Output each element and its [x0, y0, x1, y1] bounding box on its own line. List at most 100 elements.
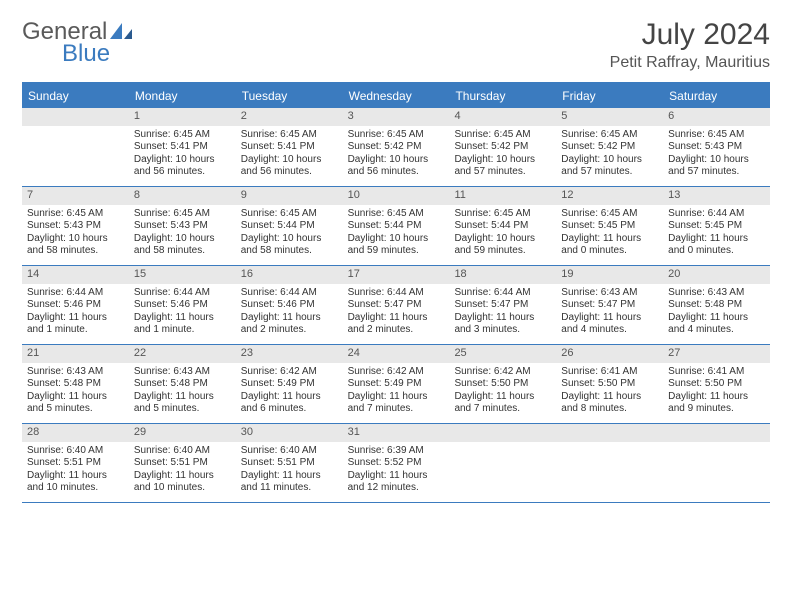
- day-body: Sunrise: 6:43 AMSunset: 5:47 PMDaylight:…: [556, 284, 663, 342]
- month-title: July 2024: [610, 18, 770, 52]
- day-body: Sunrise: 6:44 AMSunset: 5:46 PMDaylight:…: [22, 284, 129, 342]
- day-header: Monday: [129, 84, 236, 108]
- day-body: Sunrise: 6:43 AMSunset: 5:48 PMDaylight:…: [22, 363, 129, 421]
- sunrise-text: Sunrise: 6:40 AM: [27, 445, 124, 458]
- day-cell: 11Sunrise: 6:45 AMSunset: 5:44 PMDayligh…: [449, 187, 556, 265]
- day-number: 14: [22, 266, 129, 284]
- day-number: 21: [22, 345, 129, 363]
- daylight-text: Daylight: 11 hours and 2 minutes.: [348, 312, 445, 337]
- daylight-text: Daylight: 10 hours and 56 minutes.: [241, 154, 338, 179]
- day-cell: 12Sunrise: 6:45 AMSunset: 5:45 PMDayligh…: [556, 187, 663, 265]
- day-number: [22, 108, 129, 126]
- day-cell: 6Sunrise: 6:45 AMSunset: 5:43 PMDaylight…: [663, 108, 770, 186]
- daylight-text: Daylight: 10 hours and 58 minutes.: [241, 233, 338, 258]
- day-cell: 15Sunrise: 6:44 AMSunset: 5:46 PMDayligh…: [129, 266, 236, 344]
- day-number: 10: [343, 187, 450, 205]
- day-body: Sunrise: 6:40 AMSunset: 5:51 PMDaylight:…: [22, 442, 129, 500]
- day-body: Sunrise: 6:45 AMSunset: 5:44 PMDaylight:…: [236, 205, 343, 263]
- sunrise-text: Sunrise: 6:44 AM: [134, 287, 231, 300]
- daylight-text: Daylight: 11 hours and 9 minutes.: [668, 391, 765, 416]
- week-row: 21Sunrise: 6:43 AMSunset: 5:48 PMDayligh…: [22, 345, 770, 424]
- sunset-text: Sunset: 5:42 PM: [561, 141, 658, 154]
- daylight-text: Daylight: 10 hours and 57 minutes.: [668, 154, 765, 179]
- sunset-text: Sunset: 5:48 PM: [134, 378, 231, 391]
- day-number: 28: [22, 424, 129, 442]
- day-header: Friday: [556, 84, 663, 108]
- day-number: 22: [129, 345, 236, 363]
- day-cell: 22Sunrise: 6:43 AMSunset: 5:48 PMDayligh…: [129, 345, 236, 423]
- day-number: 7: [22, 187, 129, 205]
- sunset-text: Sunset: 5:47 PM: [348, 299, 445, 312]
- sunset-text: Sunset: 5:44 PM: [348, 220, 445, 233]
- sunset-text: Sunset: 5:48 PM: [27, 378, 124, 391]
- week-row: 14Sunrise: 6:44 AMSunset: 5:46 PMDayligh…: [22, 266, 770, 345]
- sunset-text: Sunset: 5:42 PM: [454, 141, 551, 154]
- day-cell: 17Sunrise: 6:44 AMSunset: 5:47 PMDayligh…: [343, 266, 450, 344]
- day-number: 13: [663, 187, 770, 205]
- daylight-text: Daylight: 10 hours and 58 minutes.: [27, 233, 124, 258]
- day-cell: 4Sunrise: 6:45 AMSunset: 5:42 PMDaylight…: [449, 108, 556, 186]
- daylight-text: Daylight: 11 hours and 1 minute.: [27, 312, 124, 337]
- day-header: Wednesday: [343, 84, 450, 108]
- sunset-text: Sunset: 5:49 PM: [241, 378, 338, 391]
- day-body: Sunrise: 6:45 AMSunset: 5:42 PMDaylight:…: [449, 126, 556, 184]
- sunrise-text: Sunrise: 6:43 AM: [134, 366, 231, 379]
- header: GeneralBlue July 2024 Petit Raffray, Mau…: [22, 18, 770, 72]
- day-body: Sunrise: 6:41 AMSunset: 5:50 PMDaylight:…: [663, 363, 770, 421]
- sunrise-text: Sunrise: 6:45 AM: [668, 129, 765, 142]
- day-number: 6: [663, 108, 770, 126]
- logo-sail-icon: [108, 21, 134, 41]
- sunset-text: Sunset: 5:51 PM: [27, 457, 124, 470]
- day-number: 29: [129, 424, 236, 442]
- day-body: Sunrise: 6:45 AMSunset: 5:41 PMDaylight:…: [236, 126, 343, 184]
- day-number: 18: [449, 266, 556, 284]
- day-cell: 31Sunrise: 6:39 AMSunset: 5:52 PMDayligh…: [343, 424, 450, 502]
- sunset-text: Sunset: 5:44 PM: [241, 220, 338, 233]
- daylight-text: Daylight: 11 hours and 11 minutes.: [241, 470, 338, 495]
- day-header-row: Sunday Monday Tuesday Wednesday Thursday…: [22, 84, 770, 108]
- day-number: 4: [449, 108, 556, 126]
- daylight-text: Daylight: 11 hours and 0 minutes.: [561, 233, 658, 258]
- day-cell: 13Sunrise: 6:44 AMSunset: 5:45 PMDayligh…: [663, 187, 770, 265]
- daylight-text: Daylight: 11 hours and 2 minutes.: [241, 312, 338, 337]
- day-number: [663, 424, 770, 442]
- daylight-text: Daylight: 11 hours and 12 minutes.: [348, 470, 445, 495]
- day-body: Sunrise: 6:45 AMSunset: 5:42 PMDaylight:…: [556, 126, 663, 184]
- day-body: [556, 442, 663, 502]
- daylight-text: Daylight: 11 hours and 10 minutes.: [134, 470, 231, 495]
- sunrise-text: Sunrise: 6:45 AM: [561, 208, 658, 221]
- daylight-text: Daylight: 10 hours and 56 minutes.: [348, 154, 445, 179]
- day-body: Sunrise: 6:45 AMSunset: 5:41 PMDaylight:…: [129, 126, 236, 184]
- daylight-text: Daylight: 10 hours and 58 minutes.: [134, 233, 231, 258]
- day-header: Sunday: [22, 84, 129, 108]
- sunset-text: Sunset: 5:51 PM: [241, 457, 338, 470]
- day-cell: 2Sunrise: 6:45 AMSunset: 5:41 PMDaylight…: [236, 108, 343, 186]
- sunset-text: Sunset: 5:45 PM: [561, 220, 658, 233]
- daylight-text: Daylight: 11 hours and 7 minutes.: [348, 391, 445, 416]
- title-block: July 2024 Petit Raffray, Mauritius: [610, 18, 770, 72]
- day-cell: 7Sunrise: 6:45 AMSunset: 5:43 PMDaylight…: [22, 187, 129, 265]
- day-body: Sunrise: 6:44 AMSunset: 5:47 PMDaylight:…: [449, 284, 556, 342]
- day-number: 1: [129, 108, 236, 126]
- day-number: 9: [236, 187, 343, 205]
- sunrise-text: Sunrise: 6:43 AM: [27, 366, 124, 379]
- day-number: 26: [556, 345, 663, 363]
- day-body: Sunrise: 6:45 AMSunset: 5:43 PMDaylight:…: [129, 205, 236, 263]
- day-number: 19: [556, 266, 663, 284]
- sunrise-text: Sunrise: 6:45 AM: [134, 129, 231, 142]
- day-cell: 25Sunrise: 6:42 AMSunset: 5:50 PMDayligh…: [449, 345, 556, 423]
- sunrise-text: Sunrise: 6:45 AM: [134, 208, 231, 221]
- day-header: Saturday: [663, 84, 770, 108]
- daylight-text: Daylight: 11 hours and 10 minutes.: [27, 470, 124, 495]
- sunset-text: Sunset: 5:50 PM: [561, 378, 658, 391]
- sunrise-text: Sunrise: 6:44 AM: [241, 287, 338, 300]
- day-body: Sunrise: 6:43 AMSunset: 5:48 PMDaylight:…: [129, 363, 236, 421]
- day-cell: 18Sunrise: 6:44 AMSunset: 5:47 PMDayligh…: [449, 266, 556, 344]
- day-body: Sunrise: 6:39 AMSunset: 5:52 PMDaylight:…: [343, 442, 450, 500]
- sunrise-text: Sunrise: 6:44 AM: [454, 287, 551, 300]
- week-row: 7Sunrise: 6:45 AMSunset: 5:43 PMDaylight…: [22, 187, 770, 266]
- day-cell: 21Sunrise: 6:43 AMSunset: 5:48 PMDayligh…: [22, 345, 129, 423]
- sunrise-text: Sunrise: 6:42 AM: [241, 366, 338, 379]
- day-number: [449, 424, 556, 442]
- sunset-text: Sunset: 5:50 PM: [668, 378, 765, 391]
